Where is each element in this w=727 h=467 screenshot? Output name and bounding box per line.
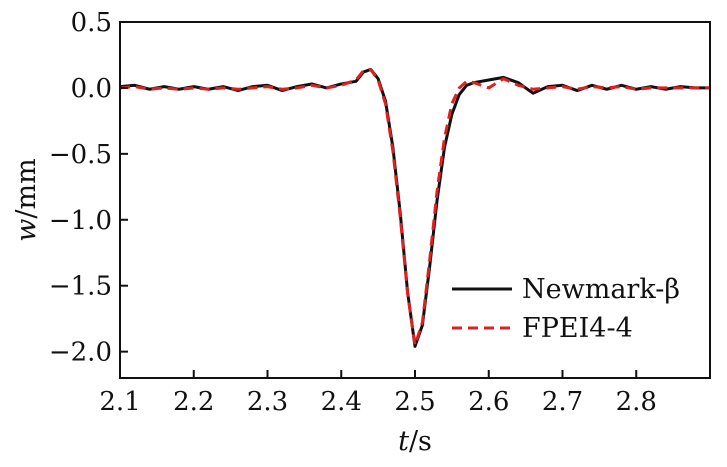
x-tick-label: 2.2 [173, 387, 214, 417]
x-tick-label: 2.7 [542, 387, 583, 417]
y-axis-label-symbol: w [11, 219, 42, 242]
y-tick-label: −0.5 [49, 140, 112, 170]
plot-layer [119, 67, 710, 348]
x-axis-label-symbol: t [398, 426, 409, 457]
x-axis-label: t/s [398, 426, 432, 457]
y-axis-label-unit: /mm [11, 158, 42, 218]
x-tick-label: 2.5 [394, 387, 435, 417]
x-tick-label: 2.6 [468, 387, 509, 417]
labels-layer: t/s w/mm [11, 158, 432, 457]
y-tick-label: 0.5 [71, 8, 112, 38]
ticks-layer: 2.1 2.2 2.3 2.4 2.5 2.6 2.7 2.8 0.5 0.0 −0.5 −1.0 −1… [49, 8, 657, 417]
y-tick-label: −1.0 [49, 206, 112, 236]
x-axis-label-unit: /s [409, 426, 432, 457]
x-tick-label: 2.8 [616, 387, 657, 417]
plot-frame [119, 21, 711, 379]
y-tick-label: −2.0 [49, 338, 112, 368]
y-tick-label: −1.5 [49, 272, 112, 302]
y-tick-label: 0.0 [71, 74, 112, 104]
legend-label-fpei: FPEI4-4 [522, 313, 633, 344]
legend-label-newmark: Newmark-β [522, 274, 680, 305]
x-tick-label: 2.1 [99, 387, 140, 417]
series-line-fpei [119, 67, 710, 347]
legend: Newmark-β FPEI4-4 [452, 274, 680, 344]
x-tick-label: 2.4 [321, 387, 362, 417]
x-tick-label: 2.3 [247, 387, 288, 417]
y-axis-label: w/mm [11, 158, 42, 241]
